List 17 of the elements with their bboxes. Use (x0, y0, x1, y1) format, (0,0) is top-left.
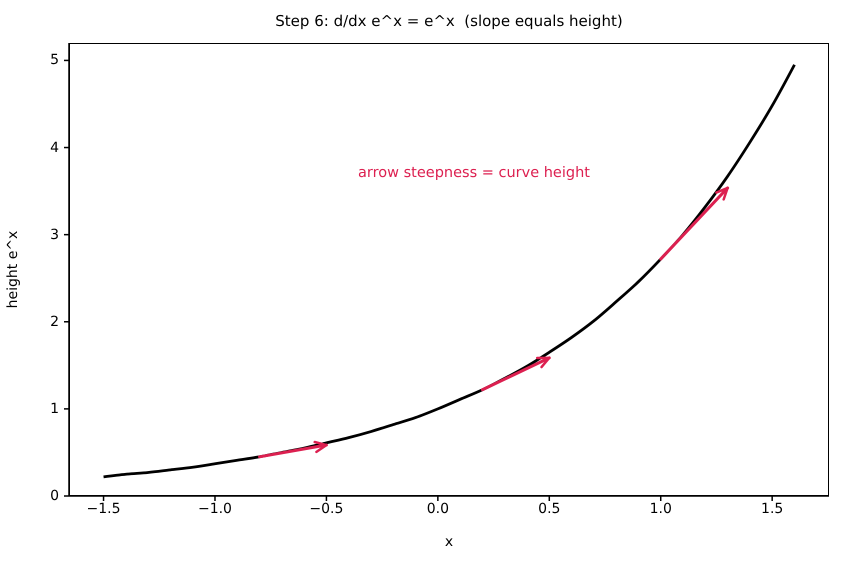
x-tick-label: −0.5 (309, 500, 344, 517)
y-tick-label: 5 (49, 51, 59, 70)
x-tick-label: 0.0 (426, 500, 449, 517)
y-tick-label: 3 (50, 226, 59, 243)
x-tick-label: −1.5 (86, 500, 121, 517)
chart-title: Step 6: d/dx e^x = e^x (slope equals height) (274, 12, 624, 30)
y-axis-title: height e^x (4, 230, 21, 308)
annotation: arrow steepness = curve height (357, 165, 591, 181)
x-tick-label: 0.5 (538, 500, 560, 517)
y-tick-label: 1 (49, 400, 59, 418)
y-tick-label: 2 (49, 312, 59, 331)
x-tick-label: 1.0 (650, 500, 672, 517)
y-tick-label: 4 (49, 138, 59, 157)
y-tick-label: 0 (49, 487, 59, 505)
x-tick-label: −1.0 (198, 500, 232, 517)
x-axis-title: x (444, 534, 454, 550)
x-tick-label: 1.5 (761, 500, 784, 517)
